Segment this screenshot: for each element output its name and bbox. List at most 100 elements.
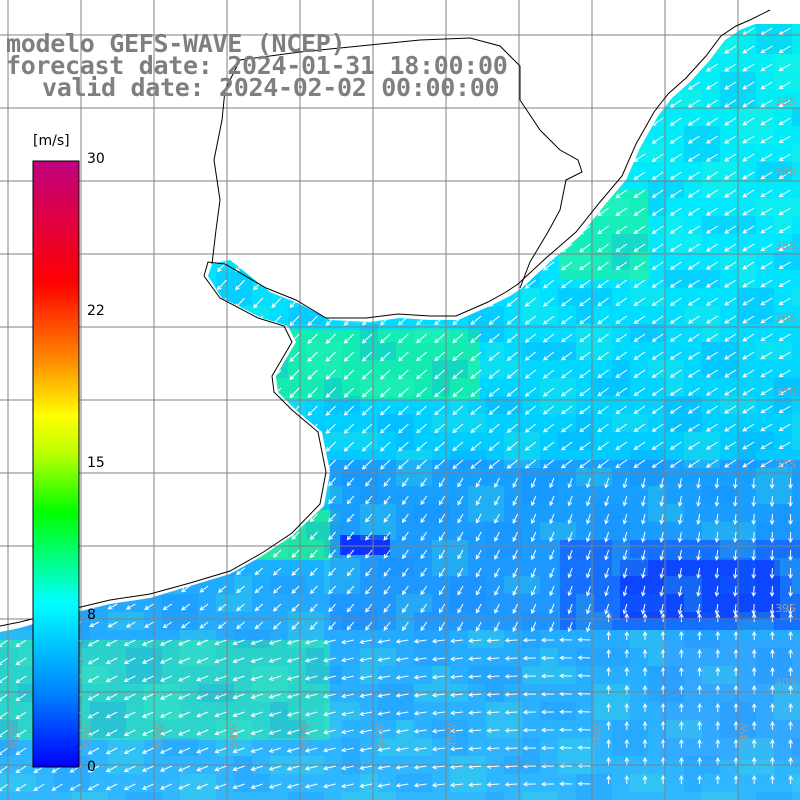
wind-arrow — [724, 243, 737, 252]
wind-speed-cell — [198, 558, 216, 576]
wind-speed-cell — [180, 144, 198, 162]
wind-arrow — [742, 315, 755, 324]
wind-arrow — [162, 351, 173, 363]
wind-arrow — [235, 153, 245, 165]
wind-arrow — [123, 657, 136, 664]
wind-speed-cell — [774, 486, 792, 504]
wind-arrow — [217, 423, 227, 435]
wind-arrow — [615, 387, 628, 397]
wind-speed-cell — [576, 144, 594, 162]
wind-arrow — [659, 567, 665, 579]
wind-arrow — [559, 655, 573, 661]
wind-speed-cell — [396, 612, 414, 630]
wind-arrow — [725, 10, 736, 17]
wind-arrow — [180, 423, 191, 435]
wind-arrow — [180, 369, 191, 381]
wind-arrow — [271, 459, 282, 471]
wind-arrow — [540, 655, 555, 661]
wind-arrow — [322, 639, 336, 645]
wind-arrow — [633, 63, 646, 72]
wind-arrow — [141, 675, 154, 682]
wind-arrow — [416, 207, 427, 218]
wind-arrow — [597, 63, 609, 73]
wind-arrow — [488, 261, 500, 271]
wind-arrow — [343, 207, 355, 218]
wind-arrow — [696, 495, 701, 507]
wind-arrow — [341, 729, 354, 735]
wind-arrow — [526, 10, 536, 18]
wind-arrow — [606, 738, 611, 748]
wind-arrow — [108, 207, 118, 220]
wind-speed-cell — [756, 108, 774, 126]
wind-speed-cell — [0, 630, 18, 648]
wind-arrow — [217, 369, 227, 381]
wind-arrow — [506, 423, 518, 433]
wind-speed-cell — [450, 540, 468, 558]
wind-arrow — [542, 63, 555, 73]
wind-arrow — [141, 639, 154, 646]
wind-arrow — [326, 10, 335, 19]
wind-arrow — [687, 279, 700, 288]
wind-arrow — [199, 477, 209, 485]
wind-arrow — [379, 333, 391, 344]
wind-arrow — [642, 630, 648, 640]
wind-arrow — [17, 423, 27, 436]
lon-label: 54W — [227, 723, 240, 748]
wind-arrow — [615, 351, 628, 361]
wind-arrow — [597, 423, 609, 433]
wind-speed-cell — [612, 234, 630, 252]
wind-speed-cell — [558, 216, 576, 234]
wind-arrow — [542, 117, 555, 127]
wind-arrow — [524, 369, 537, 379]
wind-arrow — [291, 603, 300, 612]
wind-arrow — [524, 333, 537, 343]
wind-speed-cell — [666, 234, 684, 252]
wind-arrow — [235, 459, 245, 471]
wind-arrow — [125, 585, 136, 592]
wind-arrow — [597, 387, 609, 397]
wind-arrow — [145, 10, 153, 20]
wind-arrow — [468, 782, 482, 788]
wind-arrow — [488, 243, 500, 253]
wind-arrow — [141, 729, 154, 736]
wind-arrow — [724, 99, 737, 108]
wind-speed-cell — [342, 126, 360, 144]
wind-arrow — [343, 27, 355, 38]
wind-arrow — [559, 781, 573, 787]
wind-speed-cell — [540, 396, 558, 414]
wind-speed-cell — [720, 720, 738, 738]
wind-speed-cell — [630, 108, 648, 126]
wind-arrow — [615, 315, 628, 325]
wind-speed-cell — [702, 342, 720, 360]
wind-arrow — [512, 549, 519, 560]
wind-arrow — [144, 153, 154, 165]
wind-speed-cell — [126, 342, 144, 360]
wind-arrow — [361, 117, 373, 128]
wind-arrow — [162, 189, 173, 201]
wind-speed-cell — [108, 252, 126, 270]
wind-arrow — [214, 783, 227, 790]
wind-arrow — [470, 333, 482, 343]
wind-arrow — [770, 630, 775, 640]
wind-arrow — [398, 333, 409, 344]
wind-speed-cell — [576, 594, 594, 612]
wind-speed-cell — [792, 108, 800, 126]
wind-arrow — [642, 648, 648, 658]
wind-arrow — [346, 513, 355, 523]
wind-arrow — [159, 693, 173, 700]
wind-arrow — [346, 621, 355, 631]
wind-speed-cell — [684, 90, 702, 108]
wind-speed-cell — [540, 486, 558, 504]
wind-speed-cell — [522, 738, 540, 756]
wind-arrow — [679, 612, 684, 622]
wind-arrow — [475, 603, 482, 614]
wind-arrow — [434, 459, 446, 470]
wind-speed-cell — [774, 24, 792, 36]
wind-arrow — [724, 207, 737, 216]
wind-arrow — [434, 351, 446, 362]
wind-speed-cell — [252, 180, 270, 198]
wind-arrow — [144, 459, 154, 471]
wind-speed-cell — [144, 342, 162, 360]
wind-speed-cell — [738, 738, 756, 756]
wind-speed-cell — [540, 72, 558, 90]
